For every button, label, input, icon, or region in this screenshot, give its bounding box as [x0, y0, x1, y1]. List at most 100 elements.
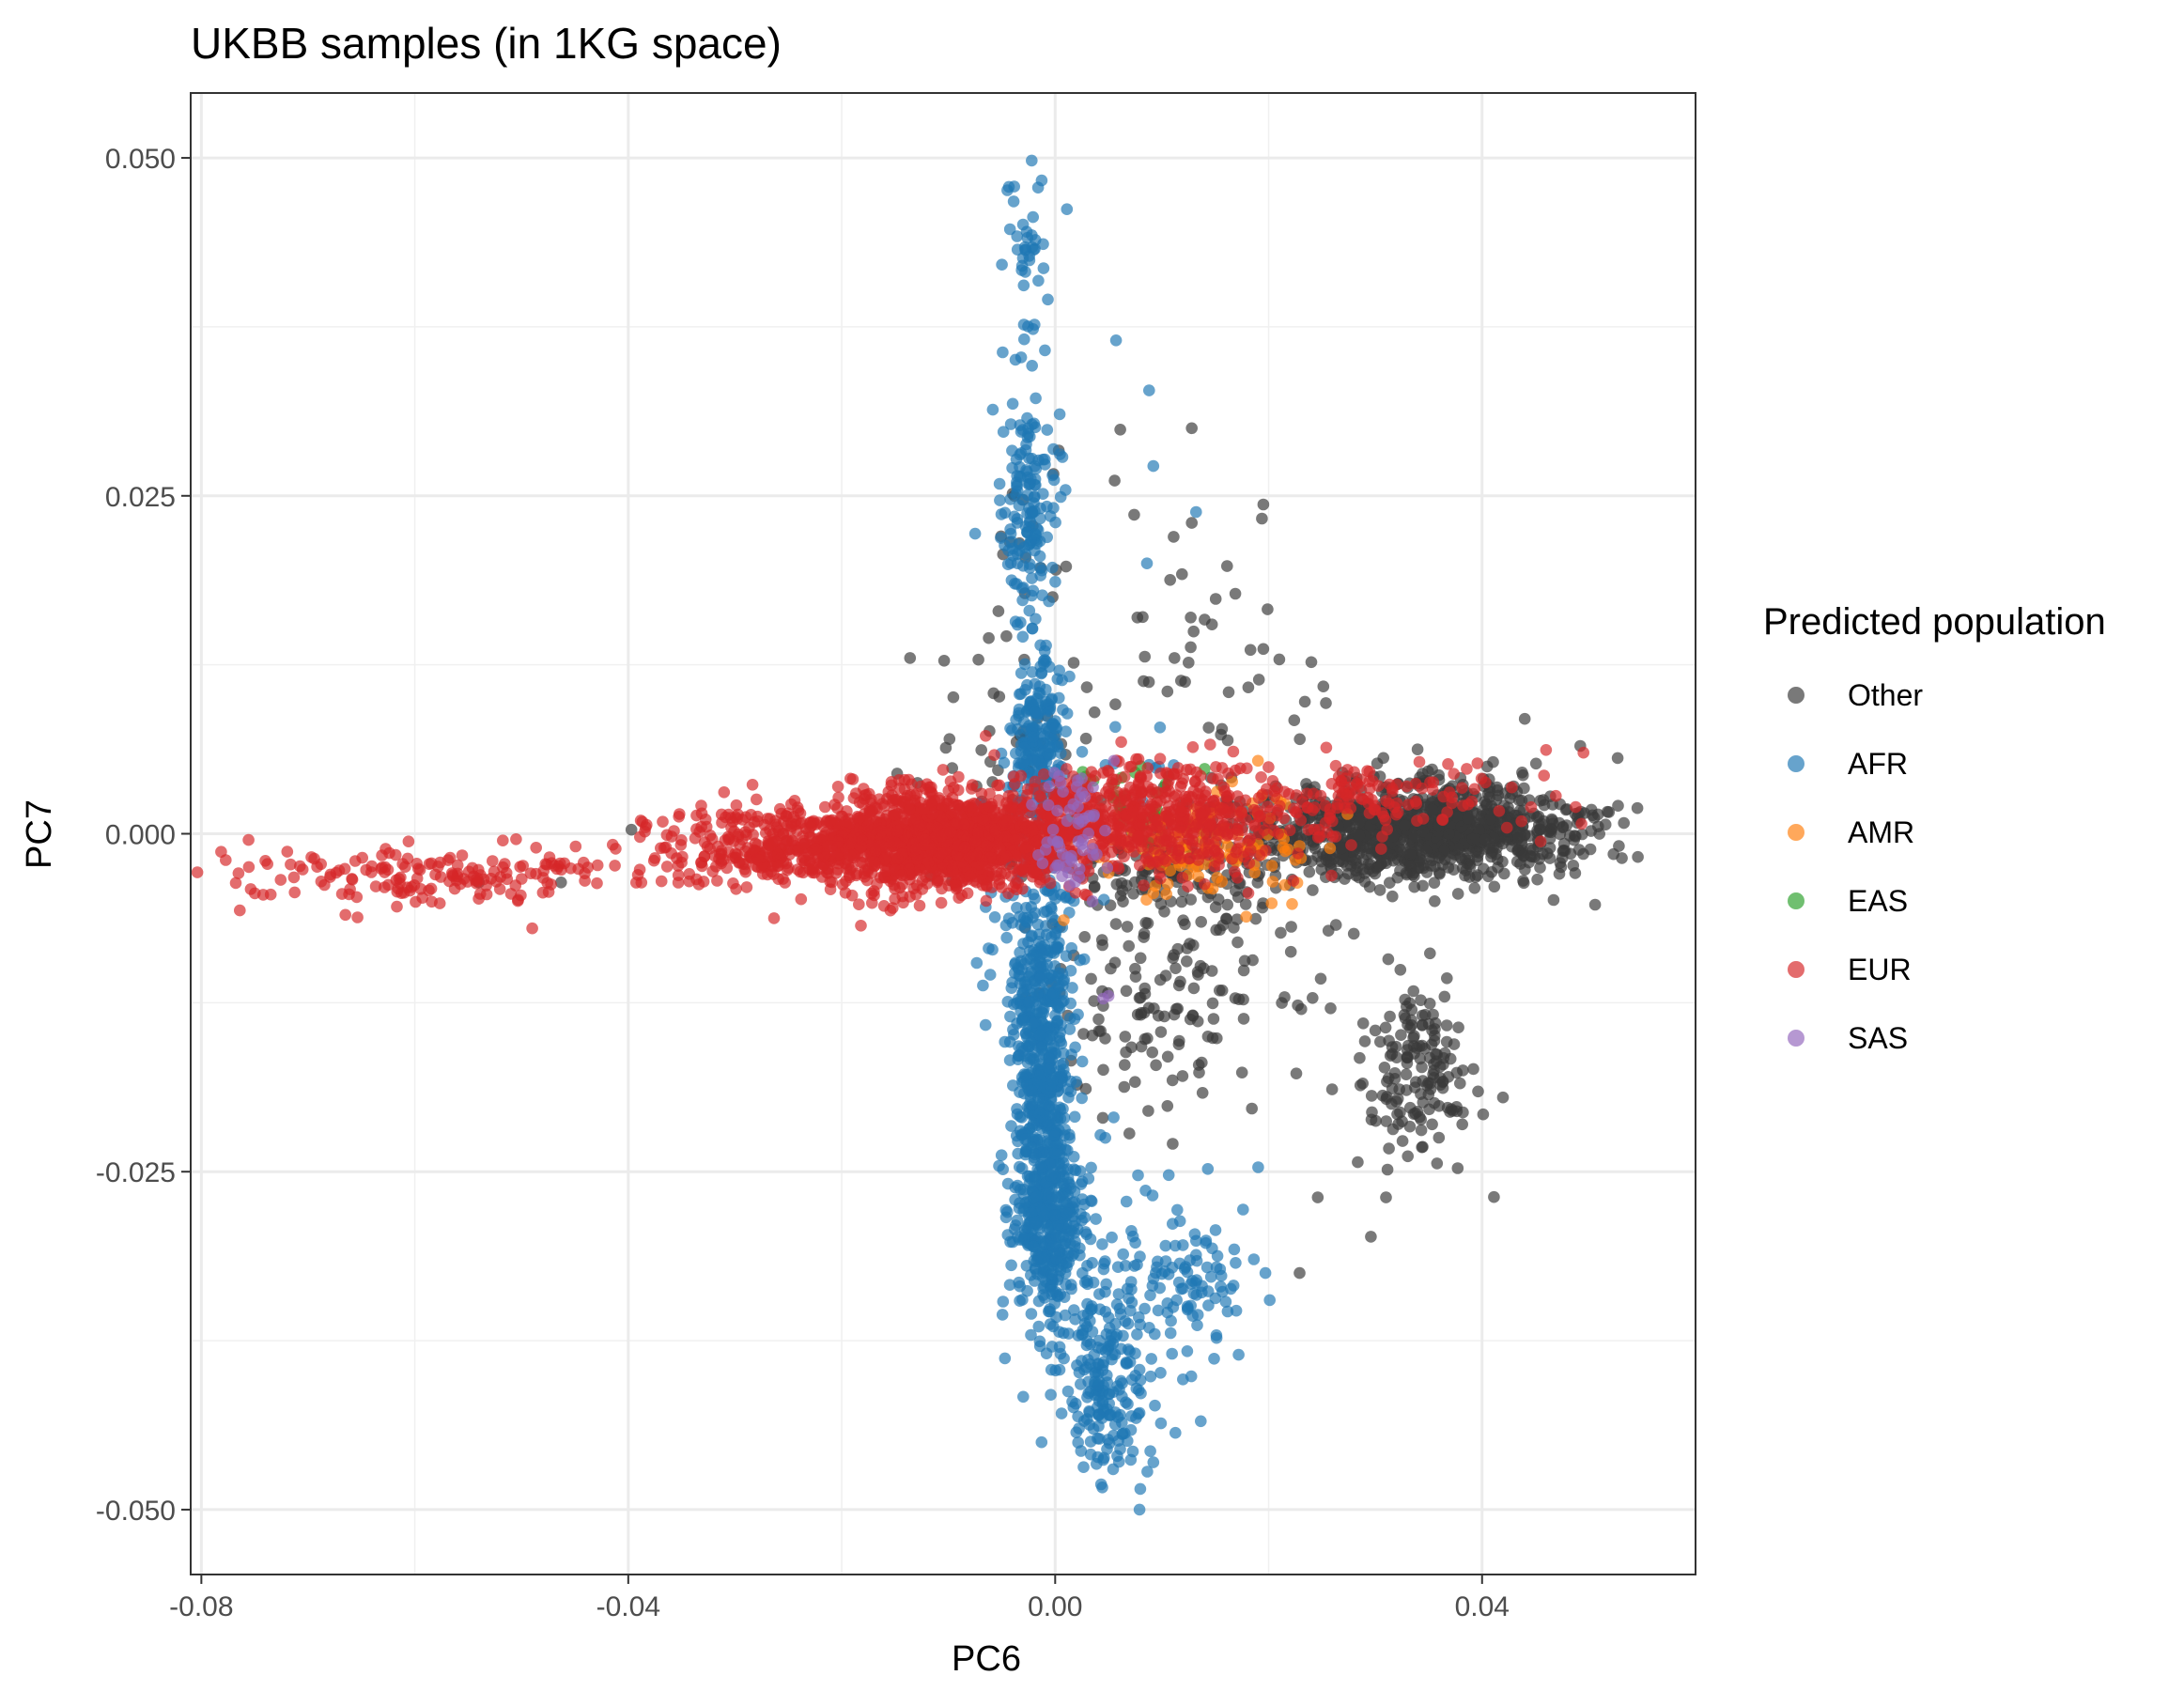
- data-point: [1382, 953, 1395, 966]
- data-point: [993, 477, 1006, 490]
- data-point: [1120, 1195, 1133, 1208]
- data-point: [1031, 918, 1045, 931]
- data-point: [1041, 424, 1054, 436]
- data-point: [1109, 918, 1123, 930]
- data-point: [1179, 1261, 1192, 1273]
- data-point: [1037, 1007, 1049, 1019]
- data-point: [1055, 1407, 1068, 1420]
- data-point: [1085, 1161, 1097, 1174]
- data-point: [948, 782, 960, 794]
- data-point: [1107, 1463, 1120, 1476]
- data-point: [1353, 829, 1366, 842]
- data-point: [1025, 1207, 1038, 1219]
- data-point: [957, 860, 970, 873]
- data-point: [1094, 1025, 1107, 1037]
- data-point: [1005, 1259, 1017, 1272]
- data-point: [1082, 1375, 1094, 1388]
- data-point: [1117, 1248, 1129, 1261]
- data-point: [746, 779, 759, 791]
- data-point: [1162, 1268, 1175, 1280]
- data-point: [1006, 397, 1019, 411]
- data-point: [1068, 1304, 1080, 1316]
- data-point: [1092, 1409, 1105, 1421]
- data-point: [1025, 966, 1037, 978]
- data-point: [1464, 860, 1477, 873]
- data-point: [1105, 1408, 1117, 1421]
- data-point: [1534, 861, 1546, 874]
- data-point: [1618, 816, 1630, 830]
- data-point: [1029, 907, 1042, 920]
- data-point: [1472, 846, 1485, 859]
- data-point: [1150, 1059, 1162, 1072]
- data-point: [972, 653, 984, 666]
- data-point: [1471, 869, 1484, 881]
- data-point: [1125, 1225, 1138, 1237]
- data-point: [984, 969, 997, 981]
- data-point: [1340, 820, 1353, 832]
- data-point: [1080, 681, 1093, 693]
- data-point: [1139, 917, 1152, 929]
- data-point: [1311, 850, 1324, 862]
- data-point: [1131, 612, 1144, 624]
- data-point: [1052, 740, 1064, 753]
- data-point: [1473, 824, 1485, 836]
- data-point: [1251, 877, 1264, 889]
- data-point: [1026, 666, 1039, 678]
- data-point: [1060, 1278, 1072, 1291]
- data-point: [1109, 334, 1123, 347]
- data-point: [1093, 1433, 1106, 1445]
- data-point: [1004, 493, 1016, 505]
- data-point: [1214, 923, 1226, 936]
- data-point: [1538, 799, 1551, 812]
- data-point: [1257, 498, 1270, 511]
- data-point: [997, 1295, 1010, 1308]
- data-point: [897, 896, 909, 909]
- data-point: [1050, 1311, 1062, 1324]
- data-point: [1192, 1059, 1205, 1071]
- data-point: [1124, 1453, 1138, 1466]
- data-point: [1472, 1085, 1484, 1098]
- data-point: [953, 892, 965, 904]
- data-point: [1164, 574, 1176, 586]
- data-point: [1016, 756, 1030, 769]
- data-point: [1162, 1169, 1175, 1182]
- data-point: [1216, 876, 1229, 888]
- data-point: [1246, 1102, 1258, 1115]
- data-point: [1128, 508, 1140, 521]
- data-point: [1168, 531, 1180, 543]
- data-point: [1099, 1255, 1111, 1267]
- data-point: [998, 756, 1011, 769]
- data-point: [1144, 1289, 1156, 1302]
- data-point: [1079, 732, 1092, 745]
- data-point: [1035, 1041, 1047, 1054]
- data-point: [1128, 1260, 1140, 1272]
- data-point: [1050, 1230, 1062, 1242]
- data-point: [1003, 1279, 1016, 1291]
- data-point: [1379, 1021, 1392, 1034]
- data-point: [1068, 1110, 1081, 1124]
- data-point: [1131, 1328, 1143, 1341]
- data-point: [1069, 1313, 1081, 1326]
- data-point: [1077, 1028, 1090, 1040]
- data-point: [1394, 964, 1407, 976]
- data-point: [1616, 852, 1628, 864]
- data-point: [1053, 1191, 1066, 1203]
- data-point: [1365, 1231, 1377, 1243]
- data-point: [1114, 1308, 1127, 1320]
- data-point: [1129, 1236, 1141, 1249]
- data-point: [1601, 805, 1614, 818]
- data-point: [1433, 1100, 1446, 1112]
- data-point: [999, 1035, 1011, 1048]
- data-point: [1030, 1255, 1043, 1267]
- data-point: [968, 527, 982, 540]
- data-point: [1214, 985, 1226, 997]
- data-point: [1008, 180, 1020, 193]
- data-point: [1034, 561, 1046, 574]
- data-point: [1462, 813, 1474, 825]
- data-point: [1429, 895, 1441, 908]
- data-point: [1062, 1327, 1075, 1340]
- data-point: [1613, 840, 1625, 852]
- data-point: [1012, 1179, 1024, 1192]
- data-point: [1317, 680, 1330, 692]
- data-point: [1199, 613, 1211, 626]
